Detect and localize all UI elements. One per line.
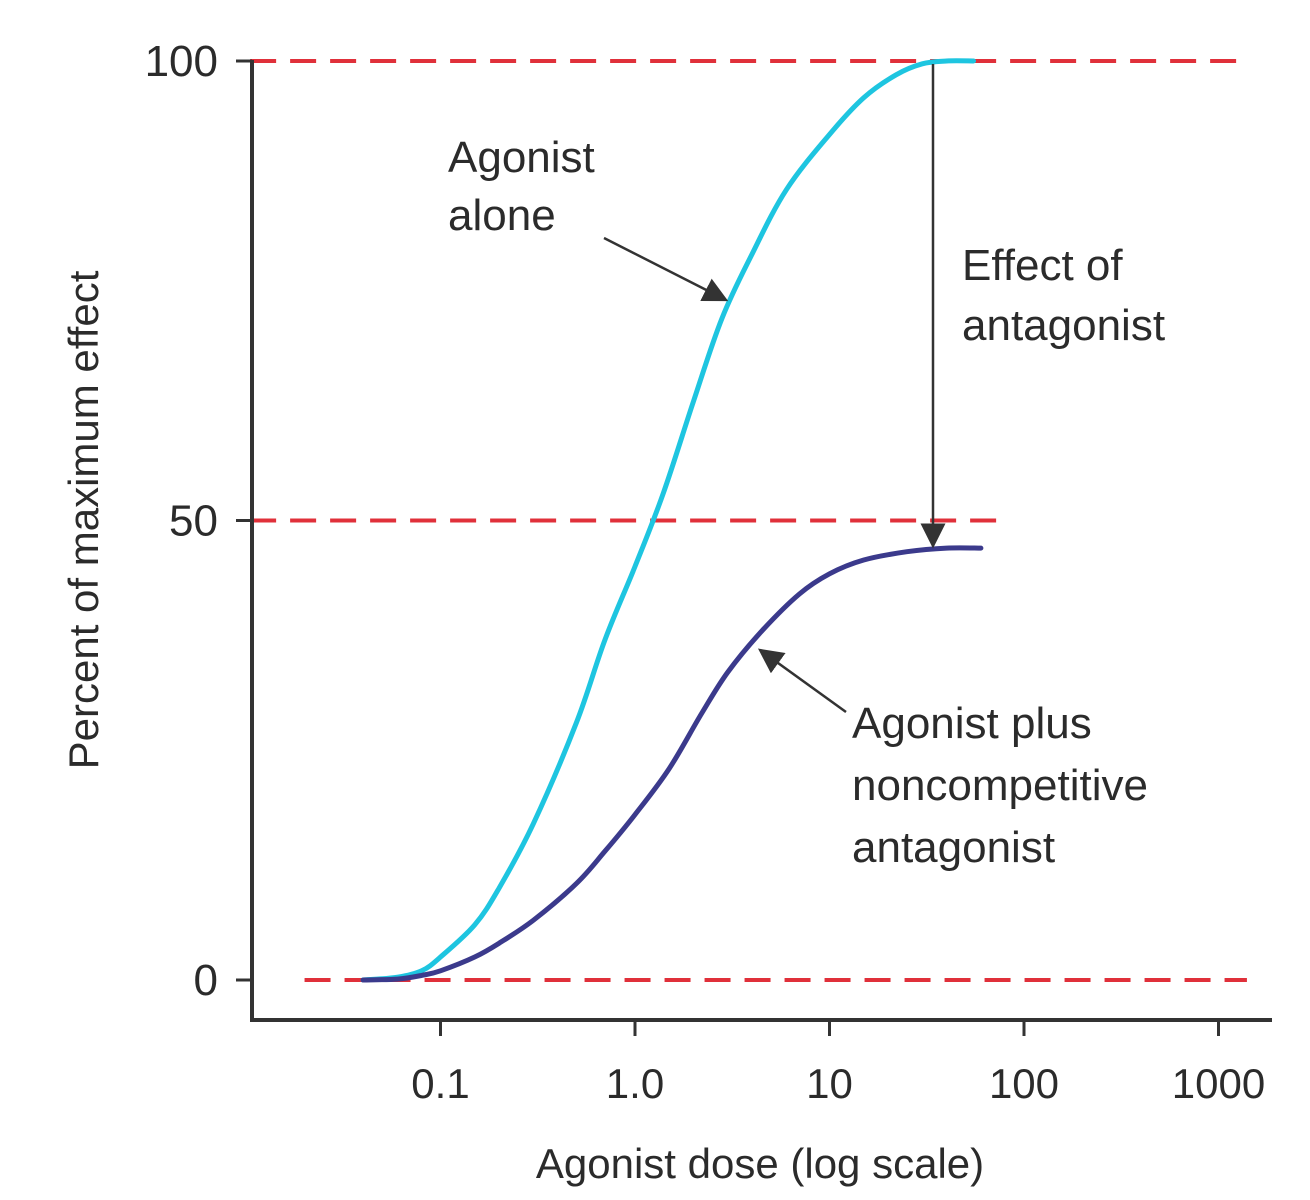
x-tick-label-10: 10 <box>806 1060 853 1107</box>
y-tick-label-50: 50 <box>169 497 218 546</box>
y-tick-label-100: 100 <box>145 37 218 86</box>
annotation-effect-line2: antagonist <box>962 301 1165 350</box>
axes <box>250 60 1272 1022</box>
x-ticks: 0.1 1.0 10 100 1000 <box>411 1020 1265 1107</box>
agonist-alone-arrow <box>603 236 729 302</box>
annotation-agonist-alone-line1: Agonist <box>448 133 595 182</box>
series-line-agonist-alone <box>360 58 976 983</box>
y-tick-label-0: 0 <box>194 956 218 1005</box>
annotation-plus-line2: noncompetitive <box>852 761 1148 810</box>
x-tick-label-0.1: 0.1 <box>411 1060 469 1107</box>
x-tick-label-100: 100 <box>989 1060 1059 1107</box>
y-axis-title: Percent of maximum effect <box>60 270 107 769</box>
series-group <box>360 58 984 983</box>
annotation-plus-line3: antagonist <box>852 823 1055 872</box>
y-ticks: 0 50 100 <box>145 37 252 1005</box>
series-line-agonist-plus-antagonist <box>360 545 984 983</box>
annotation-agonist-plus-antagonist: Agonist plus noncompetitive antagonist <box>852 699 1160 872</box>
annotation-effect-of-antagonist: Effect of antagonist <box>962 241 1165 350</box>
annotation-effect-line1: Effect of <box>962 241 1123 290</box>
agonist-plus-antagonist-arrow <box>757 648 847 714</box>
annotation-agonist-alone: Agonist alone <box>448 133 607 240</box>
annotation-plus-line1: Agonist plus <box>852 699 1092 748</box>
reference-lines <box>250 59 1247 982</box>
x-axis-title: Agonist dose (log scale) <box>536 1140 984 1187</box>
x-tick-label-1.0: 1.0 <box>606 1060 664 1107</box>
x-tick-label-1000: 1000 <box>1172 1060 1265 1107</box>
annotation-agonist-alone-line2: alone <box>448 191 556 240</box>
